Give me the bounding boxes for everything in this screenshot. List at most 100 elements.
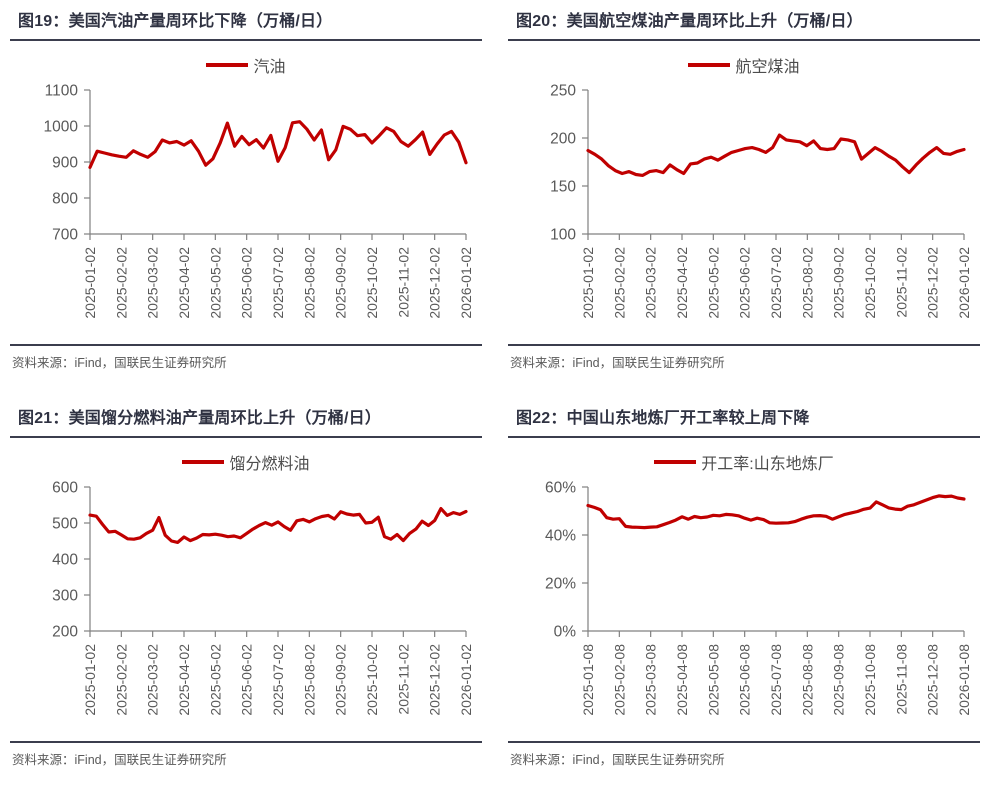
- svg-text:2025-12-02: 2025-12-02: [427, 644, 443, 716]
- chart-title-fig20: 图20：美国航空煤油产量周环比上升（万桶/日）: [508, 10, 980, 41]
- legend-line-marker: [206, 63, 249, 67]
- legend-label: 馏分燃料油: [229, 456, 310, 473]
- svg-text:2025-04-08: 2025-04-08: [674, 644, 690, 716]
- svg-text:2026-01-02: 2026-01-02: [458, 644, 474, 716]
- svg-text:2025-12-08: 2025-12-08: [925, 644, 941, 716]
- svg-text:2025-09-02: 2025-09-02: [333, 247, 349, 319]
- svg-text:2025-08-02: 2025-08-02: [301, 247, 317, 319]
- legend-fig21: 馏分燃料油: [10, 451, 482, 473]
- legend-label: 开工率:山东地炼厂: [701, 456, 834, 473]
- svg-text:2025-04-02: 2025-04-02: [674, 247, 690, 319]
- svg-text:1100: 1100: [45, 83, 79, 100]
- svg-text:2026-01-08: 2026-01-08: [956, 644, 972, 716]
- svg-text:1000: 1000: [44, 119, 79, 136]
- svg-text:40%: 40%: [545, 528, 576, 545]
- svg-text:2025-08-02: 2025-08-02: [799, 247, 815, 319]
- svg-text:2025-10-02: 2025-10-02: [364, 247, 380, 319]
- svg-text:2025-01-02: 2025-01-02: [82, 644, 98, 716]
- legend-fig22: 开工率:山东地炼厂: [508, 451, 980, 473]
- legend-fig19: 汽油: [10, 54, 482, 76]
- svg-text:100: 100: [550, 227, 576, 244]
- source-divider: [10, 741, 482, 743]
- svg-text:2025-06-02: 2025-06-02: [239, 247, 255, 319]
- svg-text:2025-11-08: 2025-11-08: [893, 644, 909, 715]
- chart-panel-fig20: 图20：美国航空煤油产量周环比上升（万桶/日） 航空煤油 250 200 150 10…: [498, 4, 996, 371]
- svg-text:300: 300: [52, 588, 78, 605]
- svg-text:2025-12-02: 2025-12-02: [925, 247, 941, 319]
- chart-panel-fig22: 图22：中国山东地炼厂开工率较上周下降 开工率:山东地炼厂 60% 40% 20% 0…: [498, 401, 996, 768]
- svg-text:60%: 60%: [545, 480, 576, 497]
- svg-text:2025-07-02: 2025-07-02: [270, 644, 286, 716]
- svg-text:900: 900: [52, 155, 78, 172]
- svg-text:2025-05-02: 2025-05-02: [705, 247, 721, 319]
- svg-text:2025-02-08: 2025-02-08: [611, 644, 627, 716]
- svg-text:2025-11-02: 2025-11-02: [395, 644, 411, 715]
- svg-text:2025-09-08: 2025-09-08: [831, 644, 847, 716]
- svg-text:500: 500: [52, 516, 78, 533]
- chart-title-fig19: 图19：美国汽油产量周环比下降（万桶/日）: [10, 10, 482, 41]
- svg-text:250: 250: [550, 83, 576, 100]
- source-note: 资料来源：iFind，国联民生证券研究所: [510, 753, 725, 767]
- svg-text:2025-10-02: 2025-10-02: [862, 247, 878, 319]
- svg-text:2025-07-08: 2025-07-08: [768, 644, 784, 716]
- svg-text:2025-10-08: 2025-10-08: [862, 644, 878, 716]
- legend-fig20: 航空煤油: [508, 54, 980, 76]
- svg-text:2025-01-02: 2025-01-02: [580, 247, 596, 319]
- svg-text:2025-03-02: 2025-03-02: [145, 247, 161, 319]
- legend-line-marker: [654, 460, 697, 464]
- svg-text:2025-06-08: 2025-06-08: [737, 644, 753, 716]
- svg-text:800: 800: [52, 191, 78, 208]
- svg-text:2025-03-02: 2025-03-02: [145, 644, 161, 716]
- svg-text:2025-03-08: 2025-03-08: [643, 644, 659, 716]
- svg-text:2026-01-02: 2026-01-02: [956, 247, 972, 319]
- svg-text:2026-01-02: 2026-01-02: [458, 247, 474, 319]
- svg-text:2025-11-02: 2025-11-02: [395, 247, 411, 318]
- svg-text:2025-06-02: 2025-06-02: [239, 644, 255, 716]
- svg-text:2025-09-02: 2025-09-02: [333, 644, 349, 716]
- charts-grid: 图19：美国汽油产量周环比下降（万桶/日） 汽油 1100 1000 900 800 7…: [0, 4, 996, 768]
- svg-text:2025-04-02: 2025-04-02: [176, 247, 192, 319]
- chart-panel-fig21: 图21：美国馏分燃料油产量周环比上升（万桶/日） 馏分燃料油 600 500 400…: [0, 401, 498, 768]
- svg-text:2025-01-02: 2025-01-02: [82, 247, 98, 319]
- source-divider: [10, 344, 482, 346]
- svg-text:600: 600: [52, 480, 78, 497]
- svg-text:2025-02-02: 2025-02-02: [113, 644, 129, 716]
- svg-text:400: 400: [52, 552, 78, 569]
- svg-text:2025-11-02: 2025-11-02: [893, 247, 909, 318]
- source-divider: [508, 741, 980, 743]
- svg-text:200: 200: [52, 624, 78, 641]
- line-chart-fig22: 60% 40% 20% 0%2025-01-08 2025-02-08 2025-03-0…: [545, 480, 972, 716]
- svg-text:2025-02-02: 2025-02-02: [611, 247, 627, 319]
- svg-text:700: 700: [52, 227, 78, 244]
- svg-text:2025-05-02: 2025-05-02: [207, 247, 223, 319]
- svg-text:2025-07-02: 2025-07-02: [270, 247, 286, 319]
- svg-text:20%: 20%: [545, 576, 576, 593]
- svg-text:2025-09-02: 2025-09-02: [831, 247, 847, 319]
- legend-label: 航空煤油: [735, 59, 800, 76]
- chart-panel-fig19: 图19：美国汽油产量周环比下降（万桶/日） 汽油 1100 1000 900 800 7…: [0, 4, 498, 371]
- svg-text:2025-01-08: 2025-01-08: [580, 644, 596, 716]
- source-note: 资料来源：iFind，国联民生证券研究所: [510, 356, 725, 370]
- source-divider: [508, 344, 980, 346]
- svg-text:150: 150: [550, 179, 576, 196]
- source-note: 资料来源：iFind，国联民生证券研究所: [12, 356, 227, 370]
- svg-text:2025-08-02: 2025-08-02: [301, 644, 317, 716]
- svg-text:2025-10-02: 2025-10-02: [364, 644, 380, 716]
- svg-text:2025-08-08: 2025-08-08: [799, 644, 815, 716]
- svg-text:2025-03-02: 2025-03-02: [643, 247, 659, 319]
- svg-text:2025-07-02: 2025-07-02: [768, 247, 784, 319]
- legend-label: 汽油: [253, 59, 286, 76]
- svg-text:0%: 0%: [554, 624, 577, 641]
- svg-text:2025-02-02: 2025-02-02: [113, 247, 129, 319]
- svg-text:2025-06-02: 2025-06-02: [737, 247, 753, 319]
- legend-line-marker: [688, 63, 731, 67]
- source-note: 资料来源：iFind，国联民生证券研究所: [12, 753, 227, 767]
- svg-text:200: 200: [550, 131, 576, 148]
- svg-text:2025-05-08: 2025-05-08: [705, 644, 721, 716]
- svg-text:2025-04-02: 2025-04-02: [176, 644, 192, 716]
- legend-line-marker: [182, 460, 225, 464]
- svg-text:2025-05-02: 2025-05-02: [207, 644, 223, 716]
